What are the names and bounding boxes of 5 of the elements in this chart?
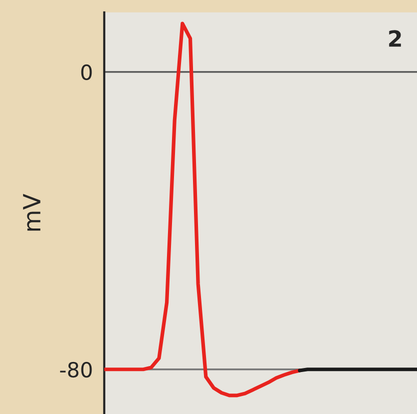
annotation: 2 [389, 30, 401, 47]
y-tick-label: -80 [60, 362, 92, 378]
y-tick-label: 0 [81, 64, 92, 80]
line-series [104, 22, 302, 398]
y-axis-title: mV [23, 194, 40, 231]
